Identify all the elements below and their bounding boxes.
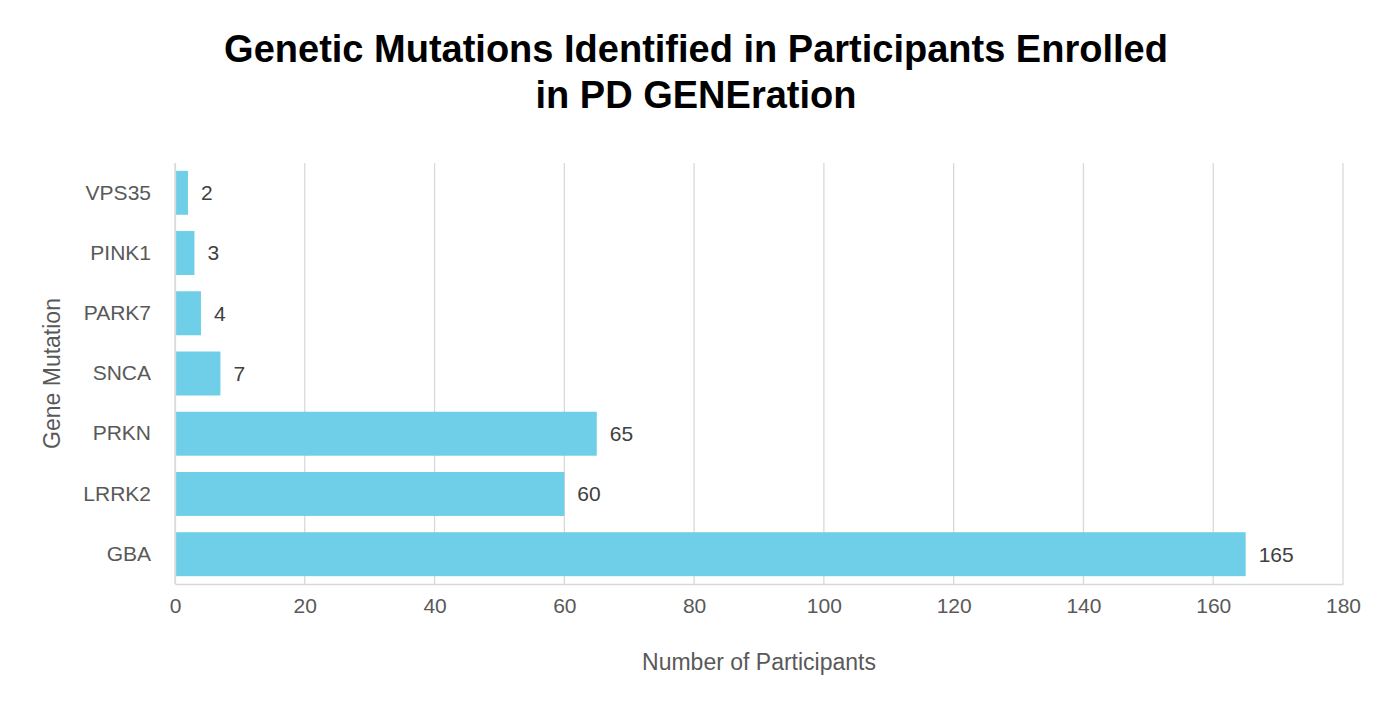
data-labels: 2 3 4 7 65 60 165 xyxy=(201,181,1294,565)
x-tick-label: 0 xyxy=(170,594,182,617)
y-tick-label: PARK7 xyxy=(84,301,151,324)
title: Genetic Mutations Identified in Particip… xyxy=(224,28,1168,116)
data-label: 7 xyxy=(233,362,245,385)
bar xyxy=(175,171,188,215)
grid-line xyxy=(953,163,954,584)
y-tick-label: PRKN xyxy=(93,421,151,444)
x-tick: 40 xyxy=(423,584,446,617)
x-tick-label: 40 xyxy=(423,594,446,617)
y-tick-label: PINK1 xyxy=(90,241,151,264)
x-tick: 60 xyxy=(553,584,576,617)
title-line: in PD GENEration xyxy=(536,74,857,116)
y-tick: GBA xyxy=(107,542,175,565)
x-tick: 80 xyxy=(683,584,706,617)
data-label: 165 xyxy=(1259,543,1294,566)
x-tick: 140 xyxy=(1066,584,1101,617)
grid-line xyxy=(1083,163,1084,584)
bar xyxy=(175,472,564,516)
y-tick-label: GBA xyxy=(107,542,151,565)
x-axis-line xyxy=(176,584,1344,585)
x-tick: 100 xyxy=(807,584,842,617)
y-tick-label: VPS35 xyxy=(86,181,151,204)
y-axis-title: Gene Mutation xyxy=(39,298,65,449)
x-tick-label: 80 xyxy=(683,594,706,617)
x-tick-label: 20 xyxy=(294,594,317,617)
data-label: 60 xyxy=(577,482,600,505)
y-tick-label: LRRK2 xyxy=(83,482,151,505)
x-tick-label: 180 xyxy=(1326,594,1361,617)
x-tick: 0 xyxy=(170,584,182,617)
y-axis-line xyxy=(175,164,176,585)
x-tick: 160 xyxy=(1196,584,1231,617)
title-line: Genetic Mutations Identified in Particip… xyxy=(224,28,1168,70)
grid-line xyxy=(823,163,824,584)
x-axis-title: Number of Participants xyxy=(642,649,876,675)
bar xyxy=(175,412,597,456)
y-axis: VPS35 PINK1 PARK7 SNCA PRKN LRRK2 GBA xyxy=(83,164,175,585)
grid-line xyxy=(693,163,694,584)
y-tick: LRRK2 xyxy=(83,482,175,505)
data-label: 65 xyxy=(610,422,633,445)
y-tick: PRKN xyxy=(93,421,175,444)
x-tick-label: 60 xyxy=(553,594,576,617)
x-axis: 0 20 40 60 80 100 120 140 160 180 xyxy=(170,584,1361,617)
bar xyxy=(175,231,194,275)
data-label: 3 xyxy=(207,241,219,264)
grid-line xyxy=(434,163,435,584)
grid-line xyxy=(564,163,565,584)
data-label: 4 xyxy=(214,302,226,325)
y-tick: PINK1 xyxy=(90,241,175,264)
bars xyxy=(175,171,1246,576)
x-tick-label: 160 xyxy=(1196,594,1231,617)
chart: Genetic Mutations Identified in Particip… xyxy=(0,0,1392,712)
grid-line xyxy=(304,163,305,584)
grid xyxy=(175,163,1343,584)
grid-line xyxy=(1213,163,1214,584)
y-tick-label: SNCA xyxy=(93,361,151,384)
y-tick: VPS35 xyxy=(86,181,175,204)
bar xyxy=(175,532,1246,576)
y-tick: PARK7 xyxy=(84,301,175,324)
x-tick-label: 100 xyxy=(807,594,842,617)
grid-line xyxy=(1342,163,1343,584)
x-tick: 120 xyxy=(937,584,972,617)
grid-line xyxy=(174,163,175,584)
x-tick: 180 xyxy=(1326,584,1361,617)
x-tick-label: 140 xyxy=(1066,594,1101,617)
x-tick-label: 120 xyxy=(937,594,972,617)
bar xyxy=(175,291,201,335)
x-tick: 20 xyxy=(294,584,317,617)
data-label: 2 xyxy=(201,181,213,204)
bar xyxy=(175,352,220,396)
y-tick: SNCA xyxy=(93,361,175,384)
